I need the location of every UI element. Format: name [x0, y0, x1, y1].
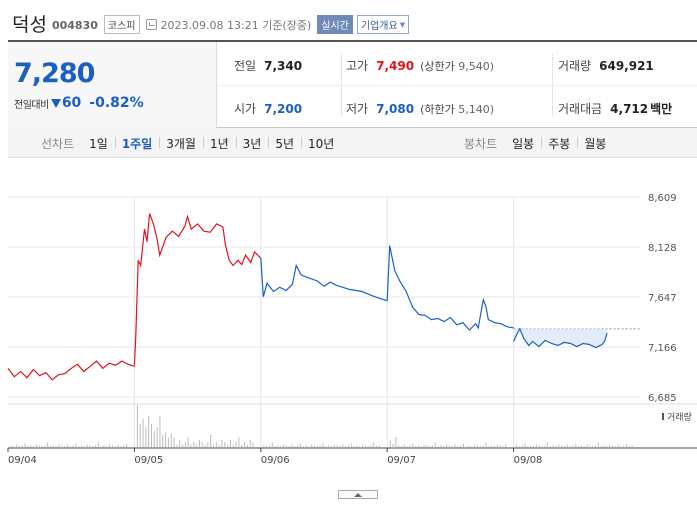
chevron-down-icon: ▼	[399, 20, 406, 29]
current-price-box: 7,280 전일대비 60 -0.82%	[8, 42, 217, 128]
low-value: 7,080	[376, 101, 415, 116]
stock-code: 004830	[51, 18, 98, 32]
price-chart: 6,685 7,166 7,647 8,128 8,609 거래량 09/04 09/05 09…	[7, 193, 697, 466]
amount-value: 4,712	[610, 101, 649, 116]
market-badge: 코스피	[103, 15, 140, 34]
tab-1y[interactable]: 1년	[202, 135, 236, 152]
tab-3m[interactable]: 3개월	[159, 135, 203, 152]
upper-limit-value: 9,540)	[458, 59, 495, 73]
y-tick-label: 7,647	[648, 293, 677, 304]
change-percent: -0.82%	[89, 95, 144, 111]
line-chart-tabs: 선차트 1일 1주일 3개월 1년 3년 5년 10년	[41, 128, 341, 158]
tab-3y[interactable]: 3년	[235, 135, 269, 152]
lower-limit: (하한가 5,140)	[420, 101, 494, 117]
low-label: 저가	[346, 102, 369, 116]
x-tick-label: 09/06	[261, 455, 290, 466]
volume-label: 거래량	[558, 59, 592, 73]
stock-name: 덕성	[12, 13, 47, 36]
down-triangle-icon	[50, 98, 61, 108]
y-tick-label: 8,609	[648, 193, 677, 204]
high-value: 7,490	[376, 58, 415, 73]
volume-legend-label: 거래량	[667, 411, 692, 423]
caret-up-icon	[354, 492, 362, 497]
volume-legend-icon	[662, 413, 664, 420]
open-stat: 시가 7,200	[234, 100, 302, 117]
amount-label: 거래대금	[558, 102, 603, 116]
divider	[218, 85, 697, 86]
current-price: 7,280	[14, 58, 95, 89]
candle-chart-label: 봉차트	[464, 136, 498, 151]
x-tick-label: 09/04	[8, 455, 37, 466]
realtime-button[interactable]: 실시간	[317, 15, 353, 34]
prev-close-value: 7,340	[264, 58, 303, 73]
amount-unit: 백만	[650, 102, 673, 116]
y-tick-label: 8,128	[648, 243, 677, 254]
prev-close-label: 전일	[234, 59, 257, 73]
price-summary: 7,280 전일대비 60 -0.82% 전일 7,340 고가 7,490 (…	[8, 40, 697, 128]
price-line-09-07	[386, 245, 514, 331]
stock-header: 덕성 004830 코스피 2023.09.08 13:21 기준(장중) 실시…	[12, 10, 410, 36]
x-tick-label: 09/07	[387, 455, 416, 466]
y-tick-label: 6,685	[648, 393, 677, 404]
price-line-09-04	[7, 360, 135, 381]
tab-10y[interactable]: 10년	[301, 135, 341, 152]
candle-chart-tabs: 봉차트 일봉 주봉 월봉	[464, 128, 613, 158]
company-overview-button[interactable]: 기업개요 ▼	[356, 15, 410, 34]
high-stat: 고가 7,490 (상한가 9,540)	[346, 57, 494, 74]
y-tick-label: 7,166	[648, 343, 677, 354]
tab-weekly[interactable]: 주봉	[541, 135, 577, 152]
x-tick-label: 09/05	[134, 455, 163, 466]
tab-1d[interactable]: 1일	[89, 136, 108, 151]
prev-close-stat: 전일 7,340	[234, 57, 302, 74]
price-line-09-06	[260, 258, 388, 302]
upper-limit: (상한가 9,540)	[420, 58, 494, 74]
below-prev-close-area	[513, 328, 608, 348]
company-overview-label: 기업개요	[360, 21, 398, 32]
price-line-09-05	[133, 213, 262, 366]
price-line-09-08	[513, 327, 608, 349]
low-stat: 저가 7,080 (하한가 5,140)	[346, 100, 494, 117]
chart-tabbar: 선차트 1일 1주일 3개월 1년 3년 5년 10년 봉차트 일봉 주봉 월봉	[8, 128, 697, 158]
high-label: 고가	[346, 59, 369, 73]
tab-5y[interactable]: 5년	[268, 135, 301, 152]
open-value: 7,200	[264, 101, 303, 116]
line-chart-label: 선차트	[41, 136, 75, 151]
upper-limit-label: (상한가	[420, 59, 455, 73]
lower-limit-value: 5,140)	[458, 102, 495, 116]
amount-stat: 거래대금 4,712 백만	[558, 100, 680, 117]
change-label: 전일대비	[14, 99, 49, 111]
x-tick-label: 09/08	[514, 455, 543, 466]
tab-daily[interactable]: 일봉	[512, 136, 535, 151]
change-value: 60	[61, 95, 82, 111]
change-row: 전일대비 60 -0.82%	[14, 95, 144, 111]
clock-icon	[145, 19, 157, 30]
volume-value: 649,921	[599, 58, 654, 73]
tab-monthly[interactable]: 월봉	[577, 135, 613, 152]
volume-stat: 거래량 649,921	[558, 57, 654, 74]
tab-1w[interactable]: 1주일	[114, 135, 159, 152]
datetime: 2023.09.08 13:21 기준(장중)	[160, 18, 312, 32]
open-label: 시가	[234, 102, 257, 116]
lower-limit-label: (하한가	[420, 102, 455, 116]
collapse-handle[interactable]	[338, 490, 378, 499]
